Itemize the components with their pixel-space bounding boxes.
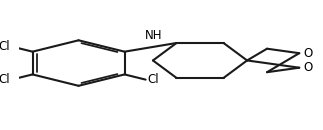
Text: O: O bbox=[303, 61, 312, 74]
Text: NH: NH bbox=[145, 29, 162, 42]
Text: Cl: Cl bbox=[0, 40, 10, 53]
Text: Cl: Cl bbox=[0, 73, 10, 86]
Text: O: O bbox=[303, 47, 312, 60]
Text: Cl: Cl bbox=[147, 73, 159, 86]
